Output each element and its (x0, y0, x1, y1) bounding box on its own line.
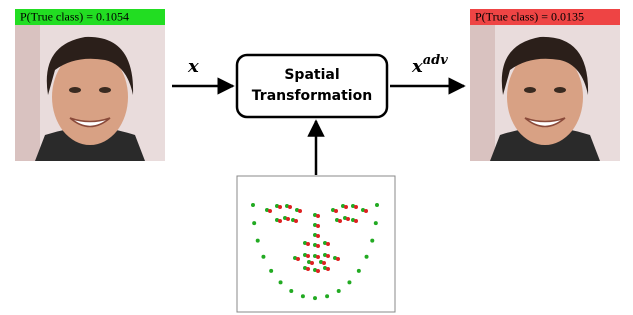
page: P(True class) = 0.1054 P(True class) = 0… (0, 0, 633, 315)
landmark-dot (286, 217, 290, 221)
landmark-dot (256, 239, 260, 243)
landmark-dot (278, 219, 282, 223)
input-label: x (187, 56, 199, 77)
landmark-dot (289, 289, 293, 293)
box-line1: Spatial (284, 67, 339, 83)
landmark-dot (261, 255, 265, 259)
landmark-dot (268, 209, 272, 213)
input-caption: P(True class) = 0.1054 (20, 9, 129, 23)
landmark-dot (316, 255, 320, 259)
landmark-dot (338, 219, 342, 223)
landmark-dot (296, 257, 300, 261)
landmark-dot (298, 209, 302, 213)
landmark-dot (326, 254, 330, 258)
face-photo (15, 25, 165, 161)
landmark-dot (347, 280, 351, 284)
landmark-dot (334, 209, 338, 213)
landmark-dot (354, 219, 358, 223)
landmark-dot (344, 205, 348, 209)
landmark-dot (316, 234, 320, 238)
landmark-dot (306, 267, 310, 271)
box-line2: Transformation (252, 88, 372, 104)
landmark-dot (288, 205, 292, 209)
landmark-dot (310, 261, 314, 265)
landmark-dot (326, 242, 330, 246)
landmark-dot (354, 205, 358, 209)
landmark-dot (336, 257, 340, 261)
output-label: xadv (411, 53, 448, 77)
landmark-dot (306, 254, 310, 258)
landmark-dot (313, 296, 317, 300)
landmark-dot (322, 261, 326, 265)
landmark-dot (337, 289, 341, 293)
landmark-dot (278, 205, 282, 209)
face-photo (470, 25, 620, 161)
landmark-dot (325, 294, 329, 298)
landmark-dot (326, 267, 330, 271)
landmark-dot (374, 221, 378, 225)
landmark-dot (316, 244, 320, 248)
landmark-dot (316, 269, 320, 273)
transform-box (237, 55, 387, 117)
output-label-base: x (411, 56, 423, 77)
landmark-dot (316, 214, 320, 218)
landmark-dot (252, 221, 256, 225)
output-caption: P(True class) = 0.0135 (475, 9, 584, 23)
landmark-dot (294, 219, 298, 223)
landmark-dot (370, 239, 374, 243)
landmark-dot (364, 209, 368, 213)
landmark-dot (357, 269, 361, 273)
landmark-dot (301, 294, 305, 298)
output-label-sup: adv (423, 53, 449, 68)
landmark-dot (269, 269, 273, 273)
landmark-dot (251, 203, 255, 207)
landmark-dot (316, 224, 320, 228)
landmark-dot (346, 217, 350, 221)
landmark-dot (375, 203, 379, 207)
input-image: P(True class) = 0.1054 (15, 9, 165, 161)
diagram: P(True class) = 0.1054 P(True class) = 0… (0, 0, 633, 315)
landmark-dot (279, 280, 283, 284)
output-image: P(True class) = 0.0135 (470, 9, 620, 161)
landmark-dot (306, 242, 310, 246)
landmark-dot (365, 255, 369, 259)
